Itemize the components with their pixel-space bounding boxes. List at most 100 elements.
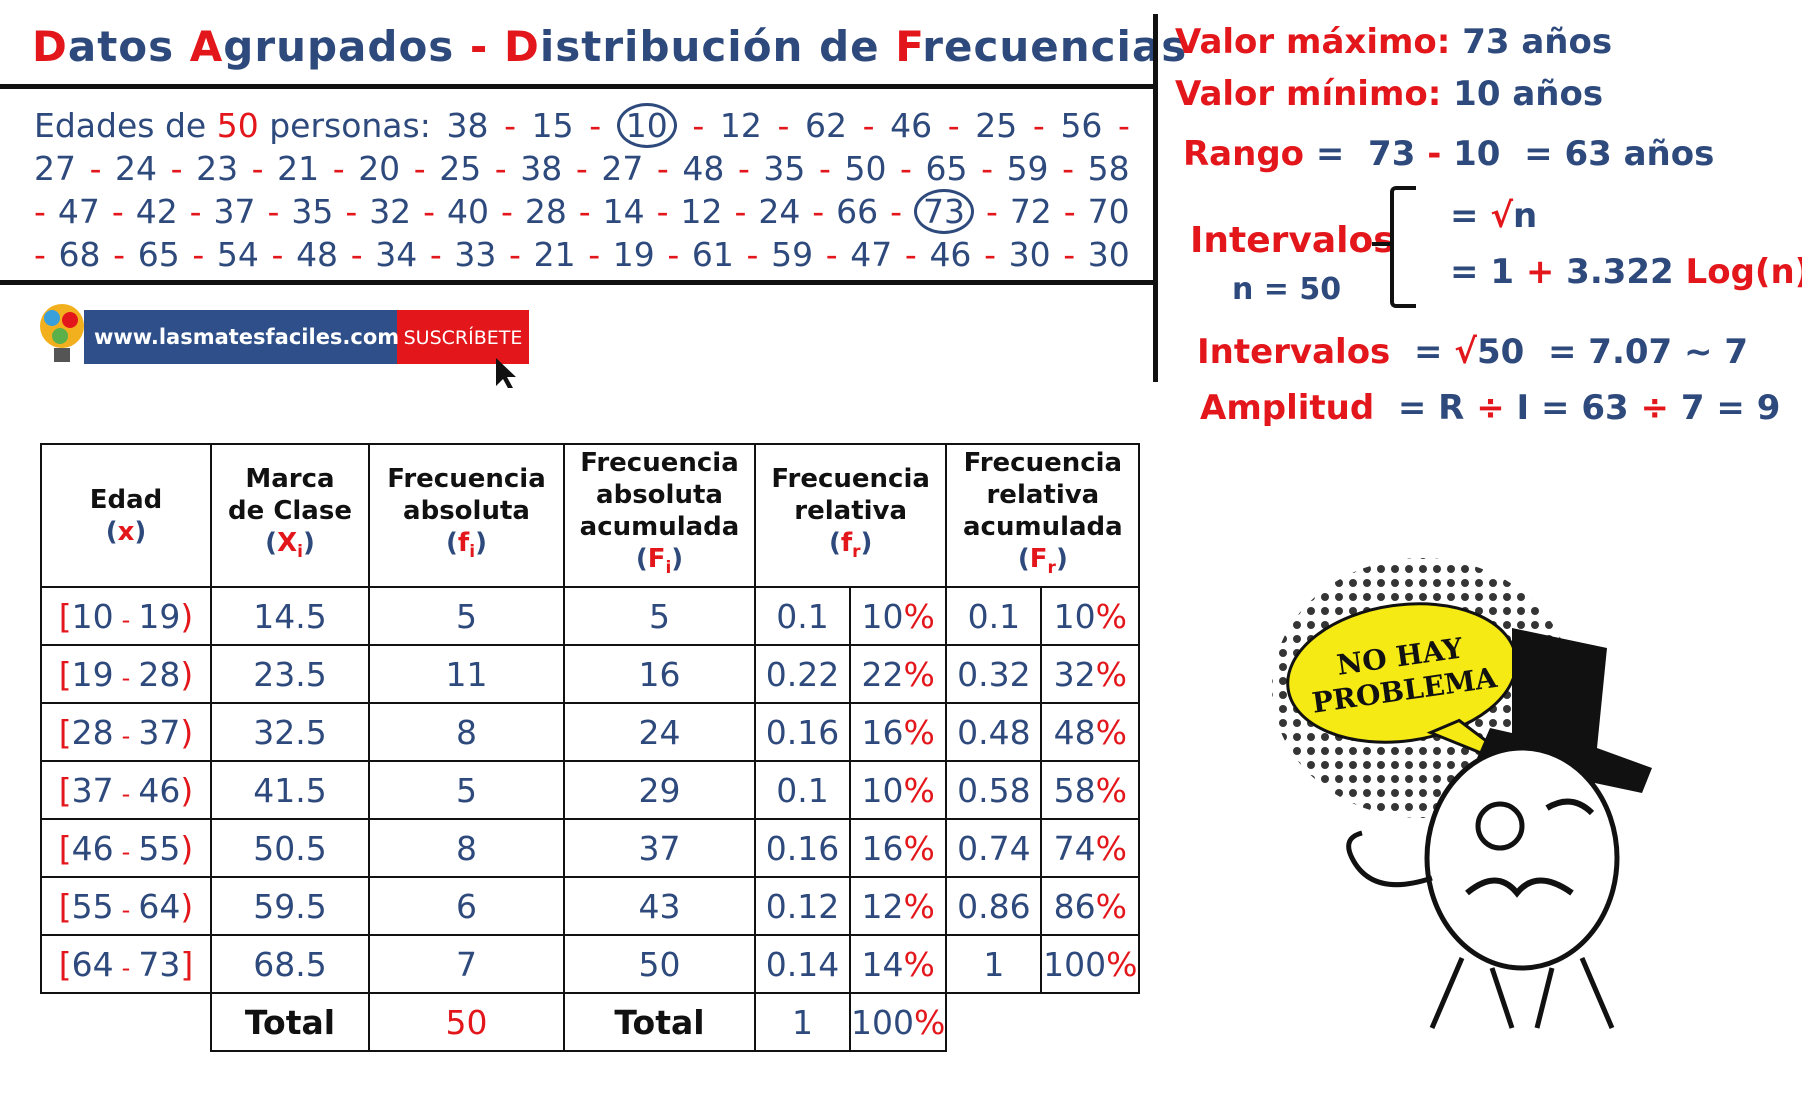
header-text: Edad [89,484,163,515]
separator: - [578,192,591,231]
face [1424,745,1620,971]
header-symbol: (fr) [756,527,945,568]
paren: ) [1055,543,1068,574]
interval-part: [ [58,944,72,984]
interval-part: ) [180,596,194,636]
paren: ) [671,543,684,574]
header-cell: Frecuencia absoluta acumulada (Fi) [563,443,756,588]
cell-fi: 29 [563,760,756,820]
interval-part: - [121,837,131,866]
interval-part: - [121,721,131,750]
age: 20 [358,149,401,188]
header-symbol: (x) [42,516,210,548]
age: 50 [844,149,887,188]
separator: - [692,106,705,145]
symbol: X [277,527,298,558]
age: 66 [836,192,879,231]
text-segment: = [1304,134,1369,174]
interval-part: 55 [138,828,181,868]
header-symbol: (Xi) [212,527,368,568]
interval-part: [ [58,596,72,636]
cell-cum-fr: 0.48 [945,702,1043,762]
cell-fr: 0.1 [754,586,851,646]
title: Datos Agrupados - Distribución de Frecue… [32,22,1187,71]
logo-url[interactable]: www.lasmatesfaciles.com [94,325,399,349]
percent-sign: % [903,944,935,984]
separator: - [1063,235,1076,274]
text-segment: ÷ [1640,388,1670,428]
intervals-label: Intervalos [1190,220,1395,261]
empty-cell [946,993,1041,1051]
percent-cell: 10% [848,586,948,646]
percent-sign: % [903,828,935,868]
separator: - [984,235,996,274]
age: 40 [447,192,490,231]
text-segment: recuencias [922,22,1188,71]
percent-sign: % [914,1002,946,1042]
separator: - [89,149,102,188]
separator: - [1062,149,1075,188]
data-row: [46-55) 50.5 8 37 0.16 16% 0.74 74% [40,818,1141,878]
text-segment: A [189,22,224,71]
empty-cell [1041,993,1139,1051]
value: 100 [851,1002,914,1042]
age: 54 [216,235,259,274]
cell-mark: 41.5 [210,760,370,820]
separator: - [111,192,124,231]
formula-sqrt: = √n [1450,196,1537,236]
interval-cell: [28-37) [40,702,212,762]
text-segment: = R [1374,388,1477,428]
monocle [1475,801,1525,851]
age: 56 [1060,106,1103,145]
age: 62 [805,106,848,145]
interval-part: - [121,895,131,924]
subscribe-label[interactable]: SUSCRÍBETE [404,326,523,349]
header-cell: Frecuencia relativa acumulada (Fr) [945,443,1141,588]
percent-cell: 32% [1040,644,1141,704]
age: 27 [34,149,76,188]
value: 10 [1053,596,1096,636]
cell-mark: 23.5 [210,644,370,704]
separator: - [34,192,46,231]
age: 46 [929,235,972,274]
separator: - [812,192,825,231]
text-segment: D [503,22,540,71]
interval-cell: [10-19) [40,586,212,646]
age: 21 [533,235,576,274]
age: 35 [291,192,334,231]
separator: - [575,149,588,188]
percent-cell: 14% [848,934,948,994]
paren: ) [302,527,315,558]
value: 58 [1053,770,1096,810]
separator: - [34,235,46,274]
cell-fr: 0.14 [754,934,851,994]
text-segment: √ [1490,196,1514,236]
cell-cum-fr: 0.86 [945,876,1043,936]
logo-icon [44,310,60,326]
subscribe-button[interactable] [397,310,529,364]
separator: - [890,192,903,231]
interval-part: - [121,779,131,808]
empty-cell [41,993,211,1051]
value: 86 [1053,886,1096,926]
separator: - [1032,106,1045,145]
cell-cum-fr: 0.32 [945,644,1043,704]
separator: - [981,149,993,188]
text-segment: Amplitud [1200,388,1375,428]
age: 59 [771,235,814,274]
age: 47 [57,192,100,231]
text-segment: n [1513,196,1538,236]
subscript: r [1047,558,1056,579]
cell-fi: 7 [368,934,565,994]
header-symbol: (Fr) [947,543,1138,584]
header-symbol: (Fi) [565,543,754,584]
cell-fr: 0.1 [754,760,851,820]
separator: - [170,149,183,188]
age: 68 [58,235,101,274]
text-segment: + [1525,252,1555,292]
separator: - [900,149,912,188]
percent-sign: % [1095,712,1128,752]
value: 10 [861,596,904,636]
text-segment: - [469,22,489,71]
separator: - [947,106,960,145]
